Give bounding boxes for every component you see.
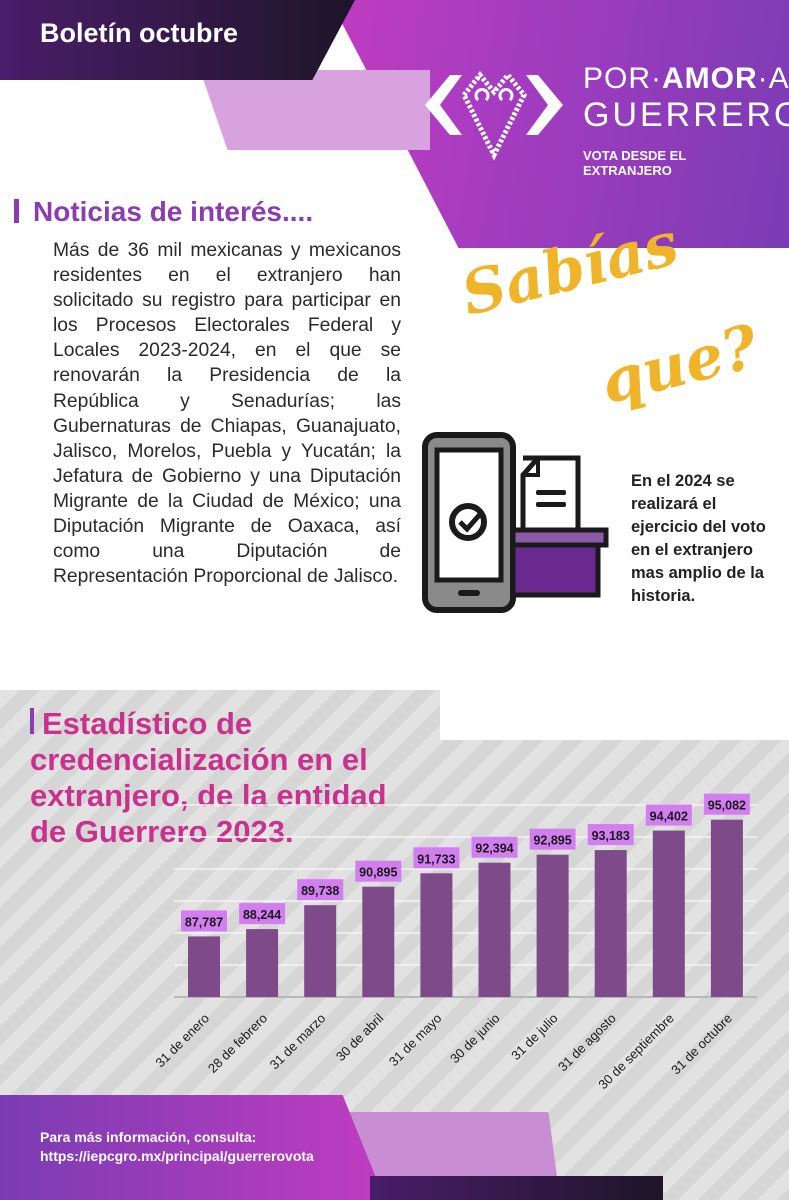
logo-text: GUERRERO — [583, 96, 789, 134]
header-accent — [200, 70, 430, 150]
bar — [304, 905, 337, 997]
data-label-bg — [239, 903, 286, 925]
footer-label: Para más información, consulta: — [40, 1129, 257, 1145]
bar — [420, 873, 453, 997]
logo-text: POR — [583, 62, 652, 95]
data-label-bg — [529, 828, 576, 850]
data-label: 89,738 — [301, 884, 339, 898]
category-label: 31 de octubre — [668, 1011, 735, 1078]
bar — [362, 886, 395, 997]
category-label: 28 de febrero — [205, 1011, 270, 1076]
phone-ballot-box-icon — [422, 432, 609, 613]
data-label-bg — [587, 824, 634, 846]
bulletin-title: Boletín octubre — [40, 18, 239, 48]
data-label-bg — [703, 793, 750, 815]
data-label-bg — [355, 860, 402, 882]
chart-title-text: Estadístico de credencialización en el e… — [30, 706, 387, 849]
bar — [652, 830, 685, 997]
category-label: 31 de agosto — [555, 1011, 619, 1075]
news-body: Más de 36 mil mexicanas y mexicanos resi… — [53, 240, 401, 588]
title-banner — [0, 0, 355, 80]
logo-text: AMOR — [662, 62, 758, 95]
bar — [594, 850, 627, 997]
logo: POR·AMOR·A GUERRERO VOTA DESDE EL EXTRAN… — [420, 60, 789, 178]
data-label: 87,787 — [185, 915, 223, 929]
category-label: 30 de junio — [447, 1011, 503, 1067]
fact-text: En el 2024 se realizará el ejercicio del… — [631, 472, 766, 605]
chart-title: Estadístico de credencialización en el e… — [30, 706, 420, 850]
footer-link[interactable]: https://iepcgro.mx/principal/guerrerovot… — [40, 1148, 314, 1164]
data-label: 92,394 — [475, 842, 513, 856]
footer-banner — [0, 1095, 385, 1200]
data-label-bg — [645, 804, 692, 826]
news-heading: Noticias de interés.... — [14, 196, 313, 228]
data-label-bg — [413, 847, 460, 869]
category-label: 31 de enero — [152, 1011, 212, 1071]
bar — [710, 819, 743, 997]
logo-tagline: VOTA DESDE EL EXTRANJERO — [583, 148, 687, 178]
data-label: 95,082 — [708, 799, 746, 813]
bar — [246, 929, 279, 997]
data-label: 91,733 — [417, 852, 455, 866]
data-label: 90,895 — [359, 866, 397, 880]
data-label-bg — [471, 836, 518, 858]
que-title: que? — [593, 311, 766, 419]
stats-corner — [440, 690, 789, 740]
bar — [188, 936, 220, 997]
category-label: 30 de abril — [333, 1010, 387, 1064]
news-heading-text: Noticias de interés.... — [33, 196, 314, 227]
bar — [478, 862, 511, 997]
data-label: 92,895 — [533, 834, 571, 848]
footer-dark-band — [370, 1176, 663, 1200]
footer-info: Para más información, consulta: https://… — [40, 1128, 314, 1166]
category-label: 31 de julio — [508, 1011, 561, 1064]
heart-logo-icon — [425, 71, 563, 161]
category-label: 31 de mayo — [386, 1011, 445, 1070]
data-label: 93,183 — [592, 829, 630, 843]
bar-chart: 87,787 31 de enero 88,244 28 de febrero 89,7… — [152, 793, 757, 1092]
data-label: 88,244 — [243, 908, 281, 922]
data-label-bg — [181, 910, 227, 932]
data-label-bg — [297, 879, 344, 901]
category-label: 31 de marzo — [267, 1011, 329, 1073]
logo-text: A — [768, 62, 789, 95]
bar — [536, 854, 569, 997]
data-label: 94,402 — [650, 810, 688, 824]
